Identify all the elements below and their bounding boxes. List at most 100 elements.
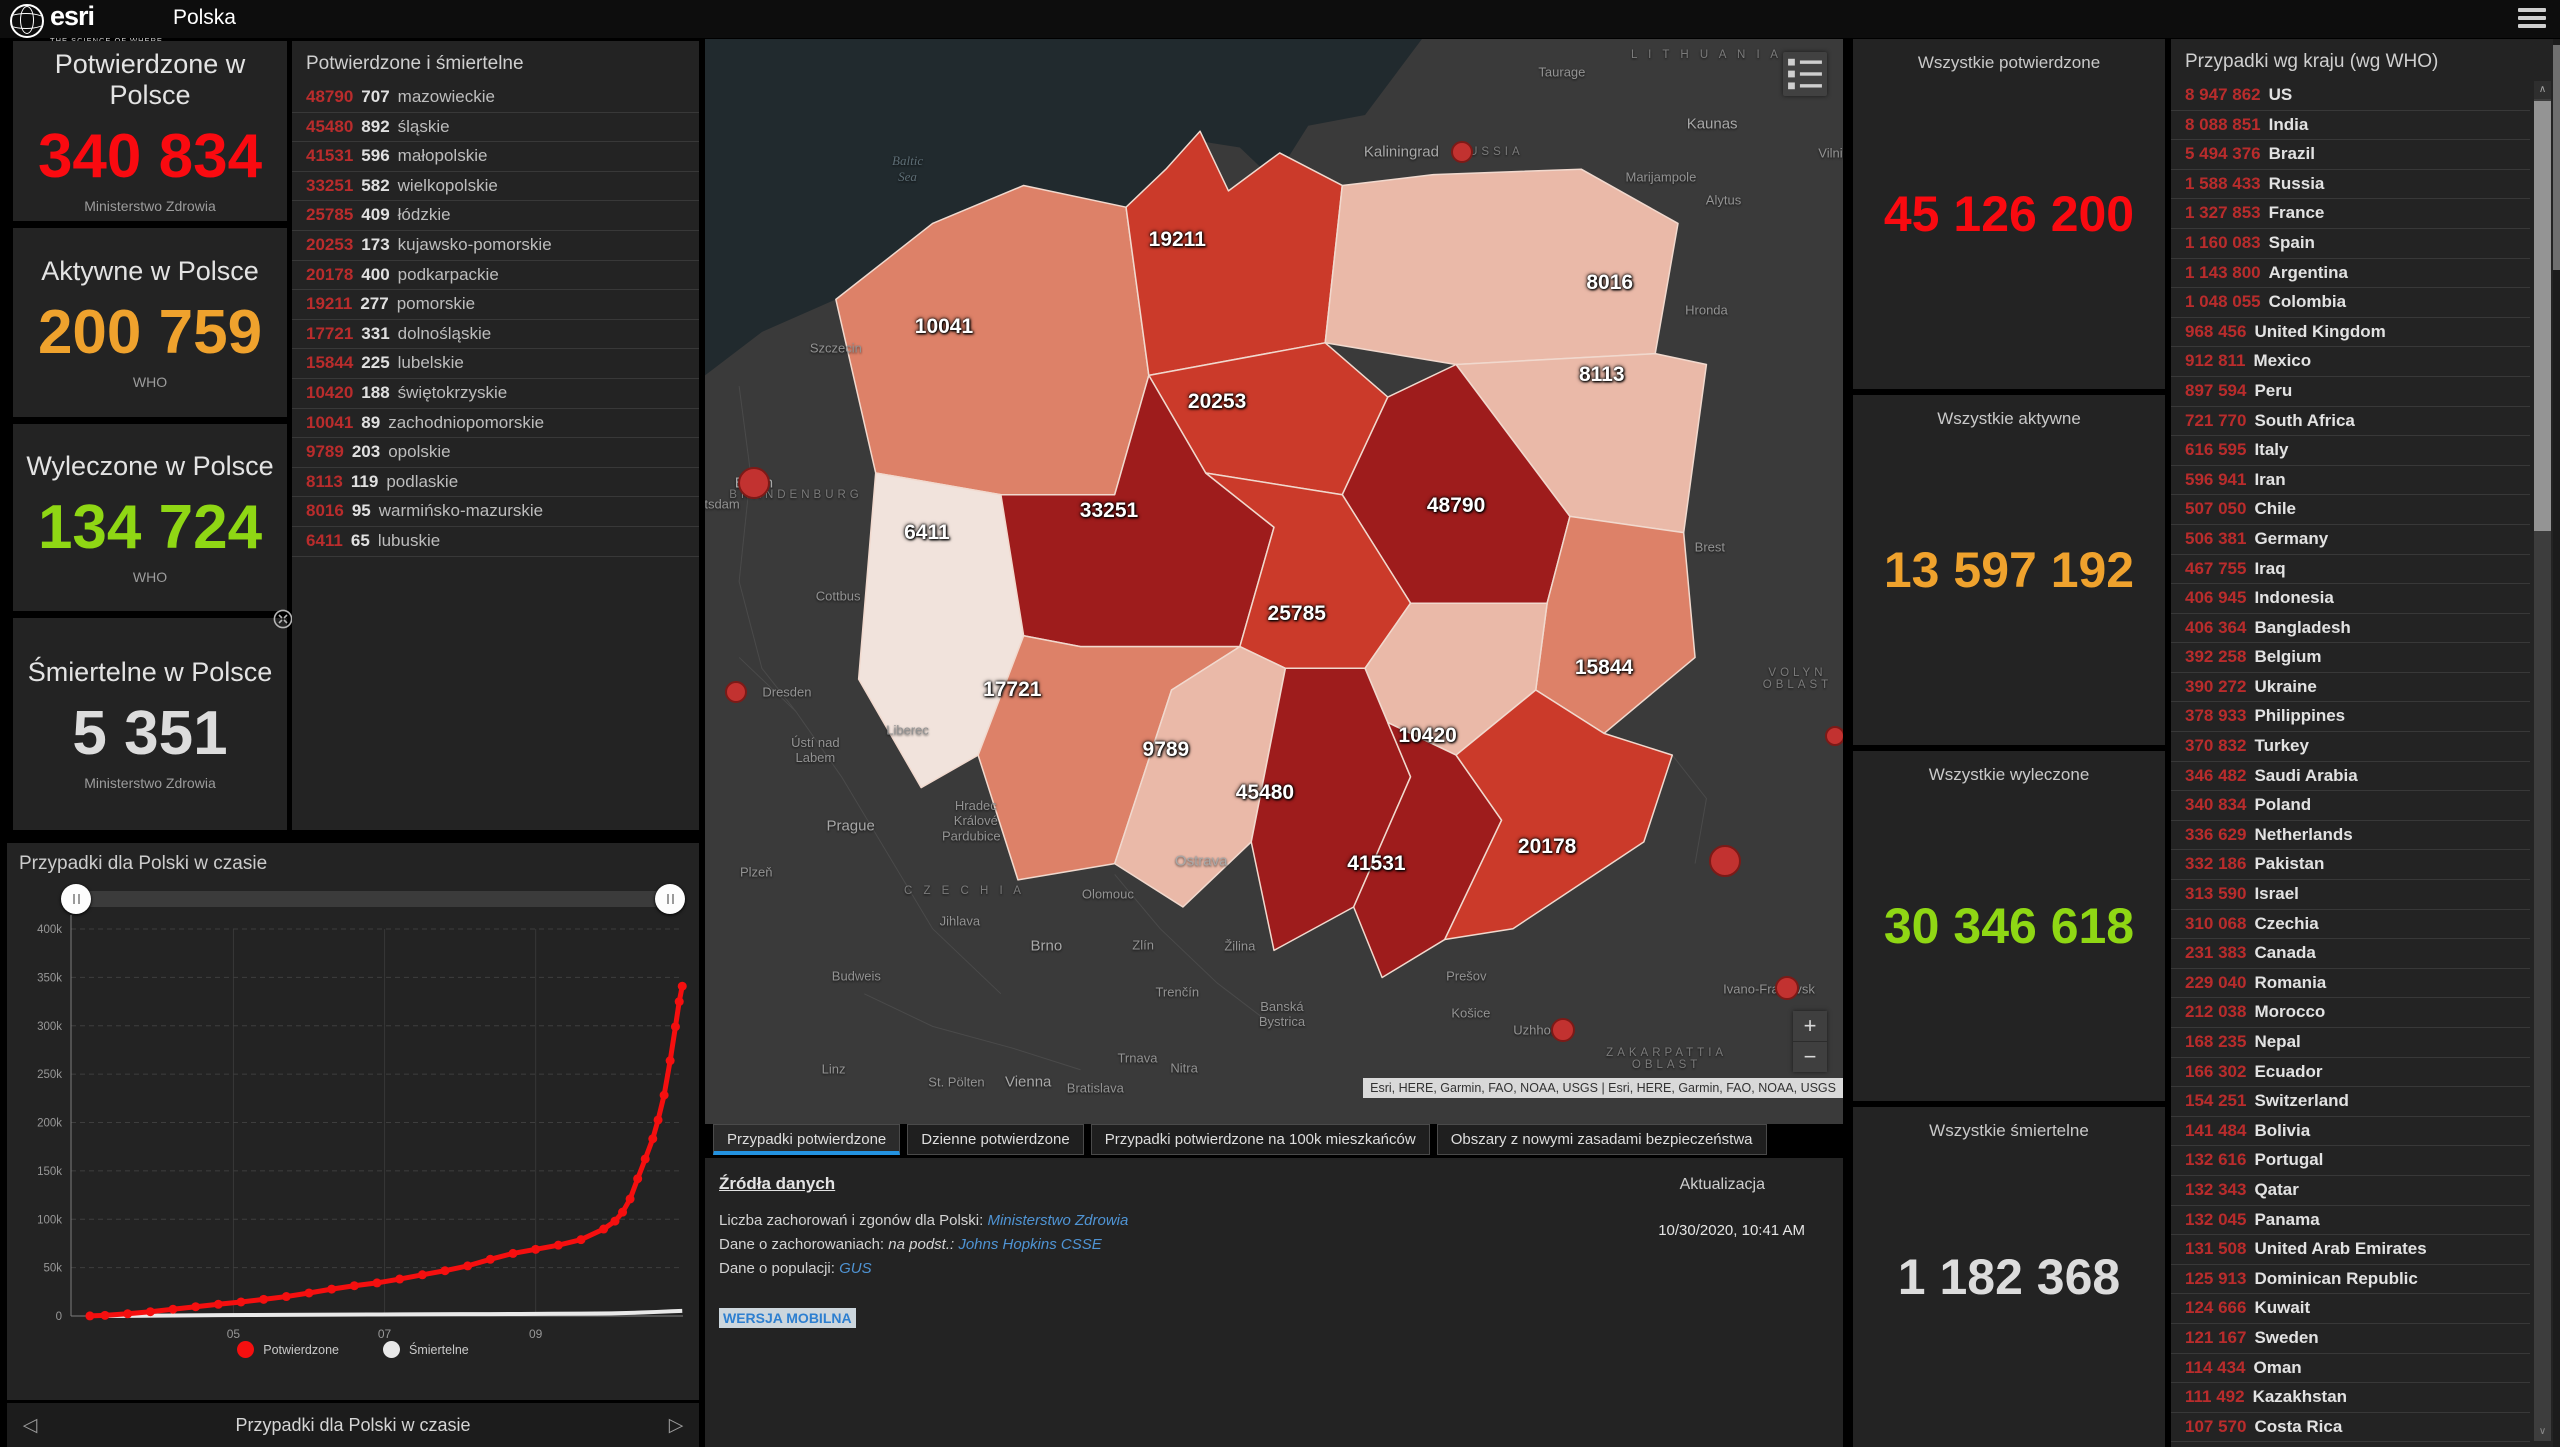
country-row[interactable]: 8 947 862US <box>2171 81 2530 111</box>
panel-pager: ◁ Przypadki dla Polski w czasie ▷ <box>7 1403 699 1447</box>
country-row[interactable]: 392 258Belgium <box>2171 643 2530 673</box>
voivodeship-row[interactable]: 48790707mazowieckie <box>292 83 699 113</box>
country-row[interactable]: 1 327 853France <box>2171 199 2530 229</box>
menu-icon[interactable] <box>2518 8 2546 30</box>
country-row[interactable]: 131 508United Arab Emirates <box>2171 1235 2530 1265</box>
map-tab[interactable]: Przypadki potwierdzone <box>713 1124 900 1155</box>
country-row[interactable]: 507 050Chile <box>2171 495 2530 525</box>
country-row[interactable]: 897 594Peru <box>2171 377 2530 407</box>
country-row[interactable]: 370 832Turkey <box>2171 732 2530 762</box>
country-row[interactable]: 332 186Pakistan <box>2171 850 2530 880</box>
voivodeship-row[interactable]: 10420188świętokrzyskie <box>292 379 699 409</box>
source-link[interactable]: Ministerstwo Zdrowia <box>987 1212 1128 1229</box>
country-row[interactable]: 336 629Netherlands <box>2171 821 2530 851</box>
slider-handle-right[interactable] <box>655 884 685 914</box>
city-marker-east-edge[interactable] <box>1825 726 1843 746</box>
map-tab[interactable]: Przypadki potwierdzone na 100k mieszkańc… <box>1091 1124 1430 1155</box>
country-row[interactable]: 1 143 800Argentina <box>2171 259 2530 289</box>
country-row[interactable]: 346 482Saudi Arabia <box>2171 762 2530 792</box>
country-row[interactable]: 1 588 433Russia <box>2171 170 2530 200</box>
legend-item[interactable]: Śmiertelne <box>383 1341 469 1358</box>
city-marker-dresden[interactable] <box>725 681 747 703</box>
country-row[interactable]: 154 251Switzerland <box>2171 1087 2530 1117</box>
voivodeship-row[interactable]: 17721331dolnośląskie <box>292 320 699 350</box>
country-row[interactable]: 310 068Czechia <box>2171 910 2530 940</box>
zoom-in-button[interactable]: + <box>1793 1011 1827 1042</box>
country-row[interactable]: 467 755Iraq <box>2171 555 2530 585</box>
country-row[interactable]: 616 595Italy <box>2171 436 2530 466</box>
country-row[interactable]: 132 616Portugal <box>2171 1146 2530 1176</box>
voivodeship-row[interactable]: 801695warmińsko-mazurskie <box>292 497 699 527</box>
country-row[interactable]: 132 343Qatar <box>2171 1176 2530 1206</box>
country-row[interactable]: 111 492Kazakhstan <box>2171 1383 2530 1413</box>
country-row[interactable]: 1 048 055Colombia <box>2171 288 2530 318</box>
country-row[interactable]: 8 088 851India <box>2171 111 2530 141</box>
zoom-out-button[interactable]: − <box>1793 1042 1827 1072</box>
country-row[interactable]: 141 484Bolivia <box>2171 1117 2530 1147</box>
city-marker-berlin[interactable] <box>738 467 770 499</box>
voivodeship-row[interactable]: 20178400podkarpackie <box>292 261 699 291</box>
country-row[interactable]: 406 364Bangladesh <box>2171 614 2530 644</box>
time-range-slider[interactable] <box>65 891 681 907</box>
source-link[interactable]: GUS <box>839 1260 872 1277</box>
pager-prev-icon[interactable]: ◁ <box>7 1414 53 1437</box>
country-row[interactable]: 212 038Morocco <box>2171 998 2530 1028</box>
country-row[interactable]: 406 945Indonesia <box>2171 584 2530 614</box>
scrollbar-thumb[interactable] <box>2534 101 2551 531</box>
voivodeship-row[interactable]: 33251582wielkopolskie <box>292 172 699 202</box>
slider-handle-left[interactable] <box>61 884 91 914</box>
country-row[interactable]: 313 590Israel <box>2171 880 2530 910</box>
country-row[interactable]: 378 933Philippines <box>2171 702 2530 732</box>
country-row[interactable]: 132 045Panama <box>2171 1206 2530 1236</box>
scroll-down-icon[interactable]: ∨ <box>2534 1423 2551 1441</box>
voivodeship-row[interactable]: 25785409łódzkie <box>292 201 699 231</box>
country-name: Brazil <box>2269 144 2315 163</box>
country-row[interactable]: 121 167Sweden <box>2171 1324 2530 1354</box>
city-marker-uzhhorod[interactable] <box>1551 1018 1575 1042</box>
country-row[interactable]: 125 913Dominican Republic <box>2171 1265 2530 1295</box>
country-row[interactable]: 340 834Poland <box>2171 791 2530 821</box>
country-row[interactable]: 390 272Ukraine <box>2171 673 2530 703</box>
voivodeship-row[interactable]: 15844225lubelskie <box>292 349 699 379</box>
city-marker-ivano-frankivsk[interactable] <box>1775 976 1799 1000</box>
country-row[interactable]: 166 302Ecuador <box>2171 1058 2530 1088</box>
country-row[interactable]: 596 941Iran <box>2171 466 2530 496</box>
pager-next-icon[interactable]: ▷ <box>653 1414 699 1437</box>
scroll-up-icon[interactable]: ∧ <box>2534 81 2551 99</box>
voivodeship-row[interactable]: 19211277pomorskie <box>292 290 699 320</box>
voivodeship-row[interactable]: 41531596małopolskie <box>292 142 699 172</box>
expand-icon[interactable] <box>273 609 293 634</box>
region-warminsko-mazurskie[interactable] <box>1325 169 1678 364</box>
page-scrollbar[interactable] <box>2553 39 2560 1447</box>
country-row[interactable]: 107 209Egypt <box>2171 1442 2530 1447</box>
country-row[interactable]: 506 381Germany <box>2171 525 2530 555</box>
voivodeship-row[interactable]: 9789203opolskie <box>292 438 699 468</box>
voivodeship-row[interactable]: 8113119podlaskie <box>292 468 699 498</box>
voivodeship-row[interactable]: 20253173kujawsko-pomorskie <box>292 231 699 261</box>
legend-item[interactable]: Potwierdzone <box>237 1341 339 1358</box>
country-row[interactable]: 1 160 083Spain <box>2171 229 2530 259</box>
map[interactable]: L I T H U A N I ATaurageKaunasVilniusKal… <box>705 39 1843 1124</box>
voivodeship-row[interactable]: 1004189zachodniopomorskie <box>292 409 699 439</box>
country-list-scrollbar[interactable]: ∧ ∨ <box>2534 81 2551 1441</box>
map-tab[interactable]: Dzienne potwierdzone <box>907 1124 1083 1155</box>
voivodeship-row[interactable]: 641165lubuskie <box>292 527 699 557</box>
country-row[interactable]: 5 494 376Brazil <box>2171 140 2530 170</box>
sources-title: Źródła danych <box>719 1174 835 1194</box>
source-link[interactable]: Johns Hopkins CSSE <box>958 1236 1101 1253</box>
map-tab[interactable]: Obszary z nowymi zasadami bezpieczeństwa <box>1437 1124 1767 1155</box>
country-row[interactable]: 231 383Canada <box>2171 939 2530 969</box>
city-marker-kaliningrad[interactable] <box>1451 141 1473 163</box>
country-row[interactable]: 124 666Kuwait <box>2171 1294 2530 1324</box>
city-marker-lviv[interactable] <box>1709 845 1741 877</box>
country-row[interactable]: 114 434Oman <box>2171 1354 2530 1384</box>
voivodeship-row[interactable]: 45480892śląskie <box>292 113 699 143</box>
country-row[interactable]: 721 770South Africa <box>2171 407 2530 437</box>
mobile-version-link[interactable]: WERSJA MOBILNA <box>719 1308 856 1328</box>
country-row[interactable]: 168 235Nepal <box>2171 1028 2530 1058</box>
map-legend-button[interactable] <box>1783 52 1827 96</box>
country-row[interactable]: 968 456United Kingdom <box>2171 318 2530 348</box>
country-row[interactable]: 229 040Romania <box>2171 969 2530 999</box>
country-row[interactable]: 107 570Costa Rica <box>2171 1413 2530 1443</box>
country-row[interactable]: 912 811Mexico <box>2171 347 2530 377</box>
